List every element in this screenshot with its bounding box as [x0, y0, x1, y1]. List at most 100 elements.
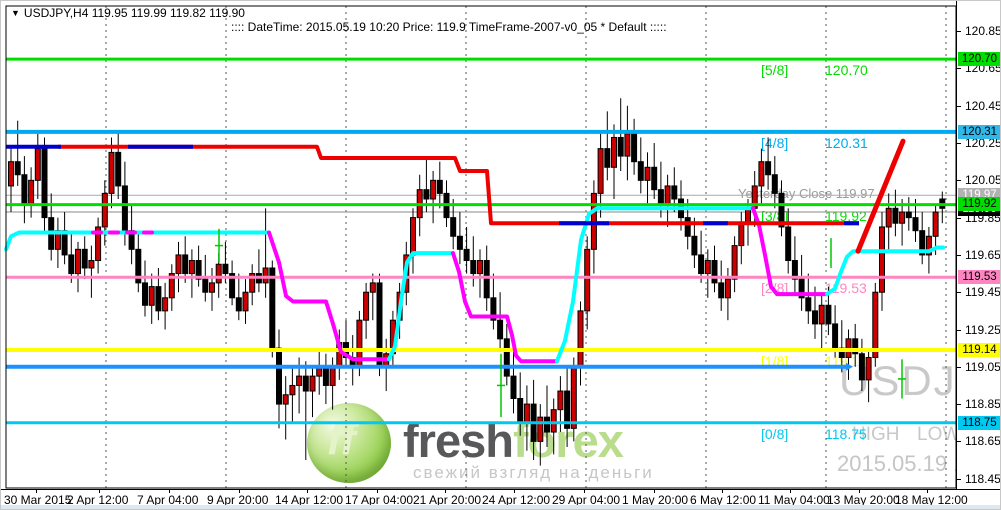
candle-bear	[711, 260, 718, 284]
candle-bull	[865, 356, 872, 381]
candle-bear	[14, 161, 21, 176]
price-badge-120.31: 120.31	[958, 124, 1000, 139]
candle-bull	[296, 375, 303, 386]
candle-bear	[497, 319, 504, 340]
red-step-line	[58, 144, 859, 226]
candle-bear	[510, 375, 517, 399]
candle-bull	[925, 235, 932, 256]
candle-bear	[68, 254, 75, 275]
candle-bear	[195, 260, 202, 280]
candle-bear	[858, 353, 865, 381]
trailing-line-up	[555, 206, 755, 364]
time-tick	[239, 490, 240, 493]
price-tick	[957, 31, 961, 32]
time-tick-label: 1 May 20:00	[622, 493, 689, 507]
candle-bear	[798, 278, 805, 299]
time-tick-label: 21 Apr 20:00	[413, 493, 482, 507]
symbol-ohlc-text: USDJPY,H4 119.95 119.99 119.82 119.90	[23, 6, 245, 20]
candle-bear	[651, 166, 658, 191]
candle-bear	[222, 263, 229, 275]
candle-bear	[604, 148, 611, 168]
time-tick	[99, 490, 100, 493]
time-tick	[654, 490, 655, 493]
trailing-line-up	[4, 230, 271, 252]
trailing-line-down	[267, 230, 391, 362]
candle-bull	[899, 211, 906, 224]
price-axis[interactable]: 120.85 120.65 120.45 120.25 120.05 119.85 119.…	[956, 1, 1001, 489]
price-tick	[957, 218, 961, 219]
candle-bull	[369, 282, 376, 293]
candle-bear	[21, 174, 28, 206]
price-tick-label: 119.45	[965, 285, 1001, 300]
trailing-line-down	[451, 251, 559, 364]
projection-arrow	[855, 138, 906, 254]
candle-bear	[637, 161, 644, 181]
time-tick-label: 29 Apr 04:00	[552, 493, 621, 507]
price-tick	[957, 404, 961, 405]
time-tick-label: 18 May 12:00	[895, 493, 968, 507]
candle-bull	[724, 278, 731, 299]
price-tick	[957, 180, 961, 181]
price-tick	[957, 143, 961, 144]
price-tick	[957, 255, 961, 256]
low-watermark: LOW	[917, 424, 961, 445]
candle-bull	[95, 226, 102, 262]
candle-bear	[905, 211, 912, 219]
time-tick-label: 30 Mar 2015	[4, 493, 72, 507]
time-tick-label: 11 May 04:00	[758, 493, 830, 507]
candle-bull	[262, 267, 269, 284]
candle-bear	[115, 151, 122, 187]
chevron-down-icon[interactable]: ▼	[11, 8, 20, 18]
candle-bull	[731, 245, 738, 280]
candle-bear	[182, 254, 189, 275]
candle-bear	[671, 185, 678, 200]
symbol-header[interactable]: ▼ USDJPY,H4 119.95 119.99 119.82 119.90	[11, 6, 245, 20]
candle-bull	[758, 161, 765, 187]
candle-bear	[142, 282, 148, 306]
candle-bear	[805, 297, 812, 312]
candle-bull	[584, 248, 591, 312]
time-tick	[307, 490, 308, 493]
candle-bull	[885, 207, 892, 228]
time-tick	[169, 490, 170, 493]
candle-bear	[81, 248, 88, 269]
candle-bull	[537, 416, 544, 442]
candle-bull	[523, 403, 530, 424]
trailing-line-up	[825, 245, 945, 297]
candle-bear	[202, 278, 209, 293]
candle-bear	[470, 260, 477, 275]
time-tick-label: 9 Apr 20:00	[207, 493, 269, 507]
candle-bull	[309, 375, 316, 392]
time-tick-label: 2 Apr 12:00	[67, 493, 129, 507]
murray-label-08: [0/8] 118.75	[761, 425, 867, 442]
price-tick-label: 119.05	[965, 359, 1001, 374]
price-tick-label: 118.45	[965, 471, 1001, 486]
candle-bull	[738, 222, 745, 247]
high-watermark: HIGH	[852, 424, 900, 445]
candle-bear	[684, 217, 691, 237]
candle-bull	[108, 151, 115, 194]
candle-bull	[624, 133, 631, 157]
candle-bull	[879, 226, 885, 293]
candle-bull	[188, 260, 195, 275]
price-badge-119.92: 119.92	[958, 196, 1000, 211]
candle-bull	[329, 366, 336, 386]
time-tick	[722, 490, 723, 493]
indicator-header: :::: DateTime: 2015.05.19 10:20 Price: 1…	[231, 20, 667, 34]
price-tick	[957, 292, 961, 293]
candle-bull	[410, 217, 416, 256]
time-tick	[445, 490, 446, 493]
candle-bear	[503, 338, 510, 377]
time-axis[interactable]: 30 Mar 2015 2 Apr 12:00 7 Apr 04:00 9 Apr 2…	[1, 489, 1000, 507]
time-tick	[514, 490, 515, 493]
candle-bear	[919, 230, 926, 256]
price-tick-label: 120.05	[965, 173, 1001, 188]
price-badge-120.70: 120.70	[958, 52, 1000, 67]
candle-bear	[617, 136, 624, 157]
candle-bear	[657, 189, 664, 206]
price-tick	[957, 367, 961, 368]
candle-bear	[812, 310, 818, 325]
price-tick-label: 120.25	[965, 136, 1001, 151]
candle-bear	[771, 174, 778, 194]
